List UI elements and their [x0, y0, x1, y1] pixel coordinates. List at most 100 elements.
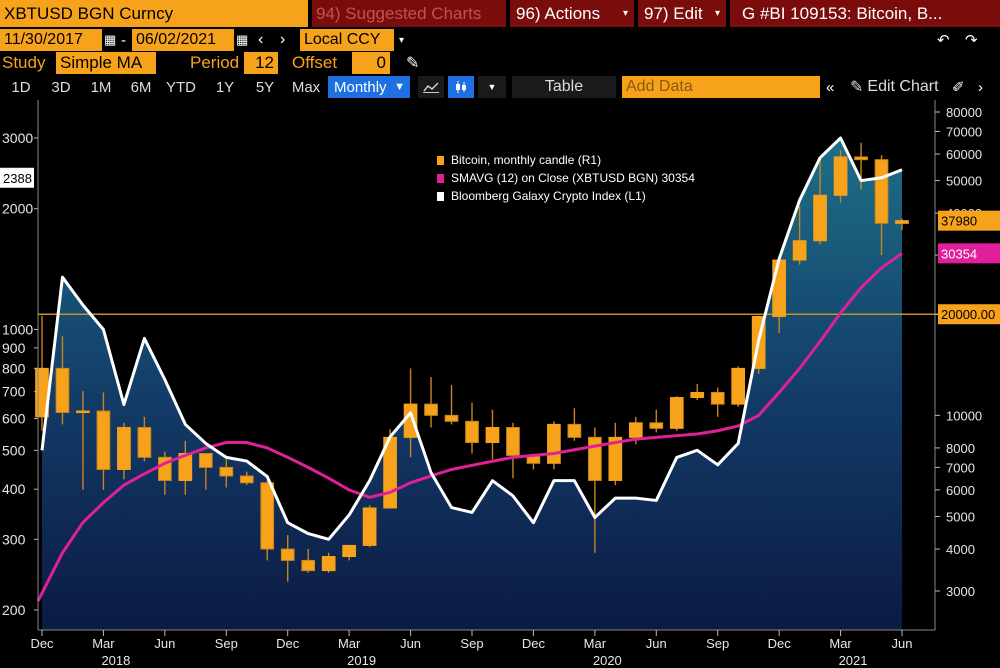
window-title-text: G #BI 109153: Bitcoin, B... — [742, 3, 943, 23]
next-arrow-icon[interactable]: › — [280, 31, 286, 48]
candle — [35, 315, 49, 431]
candle-body — [485, 427, 500, 444]
currency-text: Local CCY — [304, 31, 381, 48]
candle — [669, 396, 684, 431]
x-axis-tick-label: Jun — [154, 636, 175, 651]
range-button-1m[interactable]: 1M — [90, 78, 112, 96]
line-chart-icon — [423, 82, 439, 93]
study-select[interactable]: Simple MA — [56, 52, 156, 74]
candle — [76, 391, 90, 490]
legend-swatch — [437, 192, 444, 201]
price-chart[interactable]: 200 300 400 500 600 700 800 900 1000 2000 3000 3000… — [0, 100, 1000, 668]
candle — [321, 552, 336, 573]
sma-line — [36, 252, 903, 602]
currency-select[interactable]: Local CCY — [300, 29, 394, 51]
draw-tool-icon[interactable]: ✐ — [952, 79, 965, 96]
left-axis-tick-label: 300 — [2, 531, 26, 547]
candle — [55, 336, 70, 425]
candle-body — [424, 403, 438, 416]
right-axis-tick-label: 60000 — [946, 147, 982, 162]
candle-body — [608, 436, 623, 481]
price-level-label: 20000.00 — [938, 304, 1000, 325]
x-axis-tick-label: Dec — [30, 636, 54, 651]
range-button-6m[interactable]: 6M — [130, 78, 152, 96]
offset-input[interactable]: 0 — [352, 52, 390, 74]
candle-body — [137, 427, 152, 458]
candle-body — [301, 559, 316, 572]
candle — [731, 366, 746, 407]
candle — [260, 480, 275, 561]
range-button-1d[interactable]: 1D — [11, 78, 31, 96]
scroll-right-icon[interactable]: › — [978, 78, 983, 96]
candle — [383, 429, 397, 509]
price-last-label: 37980 — [938, 210, 1000, 231]
line-chart-button[interactable] — [418, 76, 444, 98]
candle-chart-button[interactable] — [448, 76, 474, 98]
range-button-5y[interactable]: 5Y — [255, 78, 275, 96]
ticker-field[interactable]: XBTUSD BGN Curncy — [0, 0, 308, 27]
candle — [444, 385, 459, 425]
left-axis-tick-label: 500 — [2, 442, 26, 458]
range-button-max[interactable]: Max — [291, 78, 321, 96]
candle — [506, 422, 520, 479]
range-button-1y[interactable]: 1Y — [215, 78, 235, 96]
right-axis-tick-label: 80000 — [946, 105, 982, 120]
period-input[interactable]: 12 — [244, 52, 278, 74]
x-axis-tick-label: Jun — [892, 636, 913, 651]
header-bar: XBTUSD BGN Curncy 94) Suggested Charts 9… — [0, 0, 1000, 27]
prev-arrow-icon[interactable]: ‹ — [258, 31, 264, 48]
x-axis-tick-label: Dec — [522, 636, 546, 651]
study-bar: Study Simple MA Period 12 Offset 0 ✎ — [0, 52, 1000, 74]
x-axis-tick-label: Sep — [460, 636, 483, 651]
candle-body — [690, 391, 705, 399]
frequency-select[interactable]: Monthly ▼ — [328, 76, 410, 98]
candle-body — [854, 156, 868, 161]
table-label: Table — [544, 78, 584, 95]
candle — [608, 422, 623, 486]
value-label-layer: 2388 37980 30354 20000.00 — [0, 167, 1000, 325]
legend-swatch — [437, 156, 444, 165]
sma-last-label: 30354 — [938, 243, 1000, 264]
candle-body — [669, 397, 684, 429]
candle — [710, 387, 725, 417]
price-level-label-text: 20000.00 — [941, 307, 995, 322]
chevron-down-icon[interactable]: ▾ — [399, 34, 405, 46]
add-data-input[interactable]: Add Data — [622, 76, 820, 98]
sma-layer — [36, 252, 903, 602]
edit-menu[interactable]: 97) Edit ▾ — [638, 0, 726, 27]
table-button[interactable]: Table — [512, 76, 616, 98]
x-axis-tick-label: Mar — [584, 636, 607, 651]
end-date-input[interactable]: 06/02/2021 — [132, 29, 234, 51]
calendar-icon[interactable]: ▦ — [104, 32, 117, 47]
range-button-3d[interactable]: 3D — [51, 78, 71, 96]
candle-body — [260, 482, 275, 550]
left-axis-tick-label: 700 — [2, 384, 26, 400]
ticker-text: XBTUSD BGN Curncy — [4, 3, 174, 23]
redo-icon[interactable]: ↷ — [965, 32, 978, 49]
candle — [649, 409, 664, 433]
date-separator: - — [121, 31, 126, 49]
candle-body — [239, 475, 254, 484]
index-line — [40, 136, 903, 541]
right-axis-tick-label: 50000 — [946, 174, 982, 189]
index-area — [42, 138, 902, 630]
x-axis-tick-label: Sep — [215, 636, 238, 651]
right-axis-tick-label: 6000 — [946, 483, 975, 498]
collapse-icon[interactable]: « — [826, 78, 835, 96]
price-level-label-bg — [938, 304, 1000, 325]
candle — [547, 421, 561, 470]
range-button-ytd[interactable]: YTD — [166, 78, 196, 96]
more-options-button[interactable]: ▼ — [478, 76, 506, 98]
start-date-input[interactable]: 11/30/2017 — [0, 29, 102, 51]
candle-body — [772, 259, 786, 317]
edit-chart-button[interactable]: ✎ Edit Chart — [850, 76, 946, 98]
candle — [342, 544, 356, 561]
suggested-charts-button[interactable]: 94) Suggested Charts — [312, 0, 506, 27]
date-bar: 11/30/2017 ▦ - 06/02/2021 ▦ ‹ › Local CC… — [0, 29, 1000, 51]
add-data-label: Add Data — [626, 78, 693, 95]
pencil-icon[interactable]: ✎ — [406, 55, 420, 72]
x-axis-tick-label: Sep — [706, 636, 729, 651]
calendar-icon[interactable]: ▦ — [236, 32, 249, 47]
undo-icon[interactable]: ↶ — [937, 32, 950, 49]
actions-menu[interactable]: 96) Actions ▾ — [510, 0, 634, 27]
